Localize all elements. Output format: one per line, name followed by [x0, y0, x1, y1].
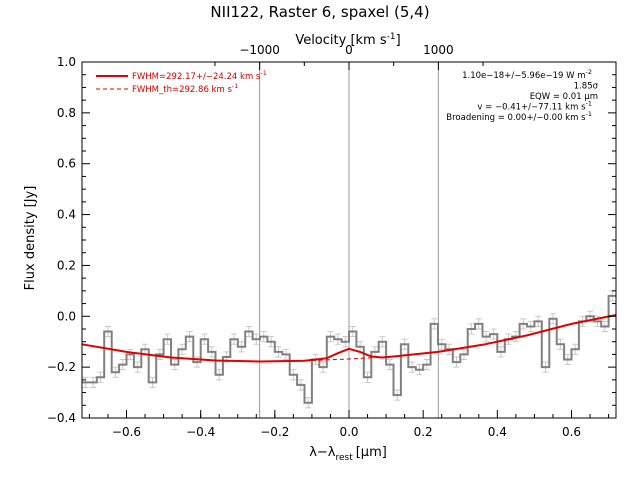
y-tick-label: 0.8	[57, 106, 76, 120]
annotation-3: v = −0.41+/−77.11 km s-1	[477, 100, 592, 113]
annotation-sup: -1	[586, 100, 592, 108]
annotation-text: v = −0.41+/−77.11 km s	[477, 103, 586, 113]
legend-label-thermal: FWHM_th=292.86 km s-1	[132, 82, 238, 95]
chart-marks: −0.6 −0.4 −0.2 0.0 0.2 0.4 0.6 −0.4 −0.2 0.0 0.2 0.…	[47, 43, 617, 439]
y-tick-label: 1.0	[57, 55, 76, 69]
annotation-1: 1.85σ	[574, 82, 599, 92]
top-tick-label: 1000	[423, 43, 454, 57]
annotation-sup: -1	[586, 110, 592, 118]
annotation-sup: -2	[586, 68, 592, 76]
annotation-text: EQW = 0.01 μm	[530, 92, 598, 102]
fit-line	[81, 314, 617, 363]
top-axis-label-text: Velocity [km s	[295, 33, 387, 48]
y-axis-label: Flux density [Jy]	[23, 186, 38, 291]
annotation-2: EQW = 0.01 μm	[530, 92, 598, 102]
annotation-text: 1.85σ	[574, 82, 599, 92]
top-axis-label-close: ]	[396, 33, 401, 48]
x-axis-label-sub: rest	[335, 453, 353, 463]
annotation-text: Broadening = 0.00+/−0.00 km s	[446, 113, 586, 123]
y-tick-label: 0.0	[57, 309, 76, 323]
x-axis-label-unit: [μm]	[356, 445, 387, 460]
x-tick-label: 0.6	[562, 425, 581, 439]
top-axis-label: Velocity [km s-1]	[295, 32, 400, 48]
annotation-4: Broadening = 0.00+/−0.00 km s-1	[446, 110, 592, 123]
y-tick-label: 0.2	[57, 258, 76, 272]
top-axis-label-sup: -1	[387, 32, 396, 42]
x-tick-label: 0.4	[488, 425, 507, 439]
x-tick-label: 0.0	[339, 425, 358, 439]
legend-label-fit: FWHM=292.17+/−24.24 km s-1	[132, 69, 267, 82]
x-tick-label: −0.4	[186, 425, 215, 439]
x-tick-label: −0.6	[112, 425, 141, 439]
x-tick-label: 0.2	[414, 425, 433, 439]
top-tick-label: −1000	[239, 43, 280, 57]
legend-label-fit-text: FWHM=292.17+/−24.24 km s	[132, 72, 261, 82]
chart-title: NII122, Raster 6, spaxel (5,4)	[210, 3, 429, 21]
y-tick-label: 0.6	[57, 157, 76, 171]
x-axis-label-text: λ−λ	[309, 445, 336, 460]
y-tick-label: −0.4	[47, 411, 76, 425]
data-step-line	[82, 294, 616, 404]
x-axis-label: λ−λrest [μm]	[309, 445, 387, 463]
y-tick-label: 0.4	[57, 208, 76, 222]
legend-label-fit-sup: -1	[260, 69, 266, 77]
x-tick-label: −0.2	[260, 425, 289, 439]
legend-label-thermal-sup: -1	[232, 82, 238, 90]
y-tick-label: −0.2	[47, 360, 76, 374]
top-tick-label: 0	[345, 43, 353, 57]
legend-label-thermal-text: FWHM_th=292.86 km s	[132, 85, 232, 95]
annotation-0: 1.10e−18+/−5.96e−19 W m-2	[462, 68, 592, 81]
annotation-text: 1.10e−18+/−5.96e−19 W m	[462, 71, 585, 81]
